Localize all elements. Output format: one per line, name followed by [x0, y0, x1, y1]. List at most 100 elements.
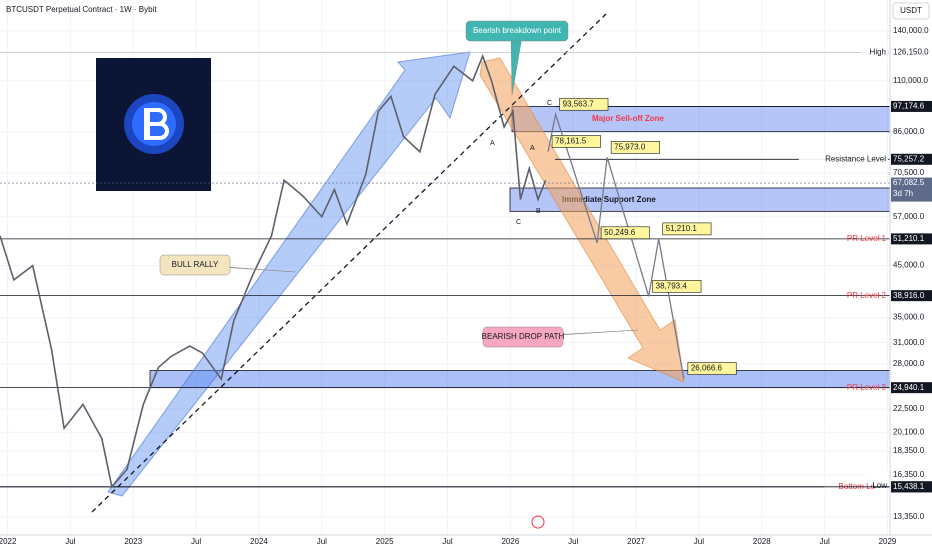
level-price: 51,210.1 [893, 234, 925, 243]
x-tick-label: 2025 [376, 537, 394, 546]
y-tick-label: 86,000.0 [893, 127, 925, 136]
y-tick-label: 22,500.0 [893, 404, 925, 413]
zone [149, 370, 891, 389]
level-price-box [891, 382, 932, 394]
x-tick-label: 2029 [879, 537, 897, 546]
level-price-box [891, 481, 932, 493]
level-tag: Resistance Level [825, 154, 886, 163]
x-tick-label: Jul [317, 537, 327, 546]
annotation: BULL RALLY [172, 260, 219, 269]
level-tag-bg [861, 46, 888, 59]
y-tick-label: 31,000.0 [893, 338, 925, 347]
callout-label: 50,249.6 [604, 228, 636, 237]
callout-box [551, 135, 601, 148]
annotation-pointer [510, 30, 524, 96]
wave-label: C [547, 100, 552, 107]
bull-arrow [107, 51, 471, 497]
level-price: 75,257.2 [893, 154, 925, 163]
axes: 140,000.0 110,000.0 86,000.0 70,500.0 57,000… [0, 26, 932, 546]
y-tick-label: 20,100.0 [893, 427, 925, 436]
y-tick-label: 110,000.0 [893, 76, 929, 85]
annotation: Bearish breakdown point [473, 26, 562, 35]
level-tag: PR Level 1 [847, 234, 887, 243]
price-line [547, 111, 685, 379]
level-price-box [891, 233, 932, 245]
zone-label: Immediate Support Zone [562, 195, 656, 204]
level-tag: Low [872, 481, 887, 490]
currency: USDT [900, 6, 922, 15]
x-tick-label: Jul [442, 537, 452, 546]
wave-label: A [490, 140, 495, 147]
level-price: 15,438.1 [893, 482, 925, 491]
y-tick-label: 140,000.0 [893, 26, 929, 35]
y-tick-label: 45,000.0 [893, 261, 925, 270]
x-tick-label: 2023 [124, 537, 142, 546]
level-price: 38,916.0 [893, 291, 925, 300]
callout-label: 75,973.0 [614, 142, 646, 151]
level-price-box [891, 290, 932, 302]
level-tag: Bottom Le [839, 482, 876, 491]
callout-box [559, 97, 609, 111]
wave-label: B [536, 208, 541, 215]
x-tick-label: Jul [694, 537, 704, 546]
event-icon [531, 515, 545, 529]
y-tick-label: 28,000.0 [893, 359, 925, 368]
y-tick-label: 13,350.0 [893, 512, 925, 521]
price-line [0, 53, 547, 489]
level-tag-bg [798, 153, 888, 166]
logo [96, 58, 211, 191]
level-price-box [891, 177, 932, 202]
x-tick-label: 2022 [0, 537, 17, 546]
y-tick-label: 18,350.0 [893, 446, 925, 455]
level-price: 126,150.0 [893, 48, 929, 57]
zone-label: Major Sell-off Zone [592, 114, 665, 123]
level-price-box [891, 100, 932, 112]
x-tick-label: Jul [191, 537, 201, 546]
annotation: BEARISH DROP PATH [482, 332, 565, 341]
currency-box [892, 2, 930, 20]
x-tick-label: 2027 [627, 537, 645, 546]
level-price-box [891, 46, 932, 58]
callout-box [652, 280, 702, 293]
callout-label: 93,563.7 [563, 99, 595, 108]
level-price: 67,082.5 [893, 178, 925, 187]
wave-label: C [516, 219, 521, 226]
callout-box [600, 226, 650, 240]
trendline [91, 13, 607, 513]
y-tick-label: 57,000.0 [893, 212, 925, 221]
price-axis-bg [890, 0, 932, 550]
y-tick-label: 16,350.0 [893, 470, 925, 479]
callout-label: 78,161.5 [555, 137, 587, 146]
callout-label: 38,793.4 [656, 281, 688, 290]
y-tick-label: 35,000.0 [893, 313, 925, 322]
level-price: 97,174.6 [893, 102, 925, 111]
x-tick-label: Jul [820, 537, 830, 546]
level-tag-bg [866, 470, 888, 483]
wave-label: A [530, 145, 535, 152]
level-price-box [891, 153, 932, 165]
callout-label: 51,210.1 [666, 224, 698, 233]
level-tag: PR Level 3 [847, 383, 887, 392]
x-tick-label: 2024 [250, 537, 268, 546]
annotation-box [159, 254, 231, 276]
level-tag: PR Level 2 [847, 291, 887, 300]
annotation-box [482, 326, 564, 348]
zone [511, 106, 891, 133]
x-tick-label: Jul [65, 537, 75, 546]
level-price: 24,940.1 [893, 383, 925, 392]
x-tick-label: 2026 [501, 537, 519, 546]
y-tick-label: 70,500.0 [893, 168, 925, 177]
annotation-box [465, 20, 569, 42]
level-tag: High [870, 48, 886, 57]
chart-title: BTCUSDT Perpetual Contract · 1W · Bybit [6, 5, 157, 14]
callout-box [610, 141, 660, 154]
callout-box [687, 362, 737, 375]
x-tick-label: 2028 [753, 537, 771, 546]
level-sub: 3d 7h [893, 189, 913, 198]
plot: High Resistance Level PR Level 1 PR Level 2… [0, 20, 890, 493]
bear-arrow [479, 57, 685, 383]
x-tick-label: Jul [568, 537, 578, 546]
callout-label: 26,066.6 [691, 364, 723, 373]
callout-box [662, 222, 712, 236]
